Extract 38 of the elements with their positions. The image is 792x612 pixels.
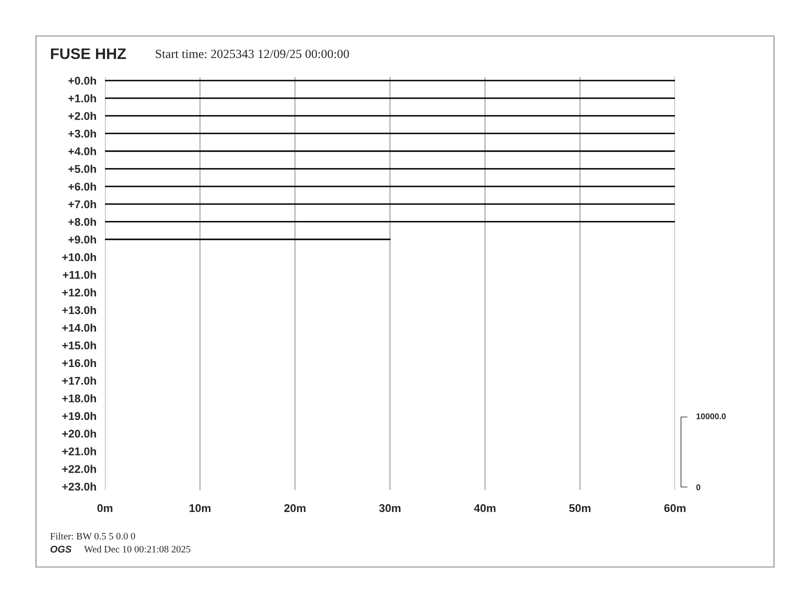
y-tick-label: +3.0h: [68, 129, 96, 138]
text: 10000.0: [696, 413, 726, 420]
x-tick-label: 10m: [190, 504, 210, 512]
y-tick-label: +4.0h: [68, 147, 96, 156]
y-tick-label: +16.0h: [62, 358, 96, 368]
y-tick-label: +11.0h: [62, 270, 96, 279]
x-tick-label: 40m: [474, 504, 496, 512]
x-tick-label: 30m: [379, 504, 400, 512]
y-tick-label: +5.0h: [68, 164, 96, 173]
y-tick-label: +1.0h: [68, 94, 96, 102]
x-tick-label: 50m: [569, 504, 590, 512]
y-tick-label: +15.0h: [62, 341, 96, 350]
y-tick-label: +21.0h: [62, 447, 96, 456]
chart-title: FUSE HHZ: [51, 48, 126, 60]
chart-subtitle: Start time: 2025343 12/09/25 00:00:00: [156, 50, 349, 58]
text: OGS: [50, 546, 72, 553]
y-tick-label: +13.0h: [62, 306, 96, 314]
text: Wed Dec 10 00:21:08 2025: [84, 546, 190, 552]
y-tick-label: +18.0h: [62, 394, 96, 402]
text: 0: [696, 484, 700, 490]
x-tick-label: 20m: [284, 504, 306, 512]
text: Filter: BW 0.5 5 0.0 0: [50, 532, 136, 540]
y-tick-label: +8.0h: [68, 218, 96, 226]
y-tick-label: +9.0h: [68, 235, 96, 244]
y-tick-label: +6.0h: [68, 182, 96, 191]
x-tick-label: 60m: [664, 504, 686, 512]
x-tick-label: 0m: [97, 504, 112, 512]
y-tick-label: +14.0h: [62, 324, 96, 332]
y-tick-label: +23.0h: [62, 482, 96, 491]
y-tick-label: +12.0h: [62, 288, 96, 296]
y-tick-label: +20.0h: [62, 429, 96, 438]
y-tick-label: +10.0h: [62, 253, 96, 262]
y-tick-label: +19.0h: [62, 412, 96, 420]
y-tick-label: +7.0h: [68, 200, 96, 208]
y-tick-label: +17.0h: [62, 376, 96, 385]
y-tick-label: +0.0h: [68, 76, 96, 85]
y-tick-label: +22.0h: [62, 464, 96, 473]
y-tick-label: +2.0h: [68, 112, 96, 120]
